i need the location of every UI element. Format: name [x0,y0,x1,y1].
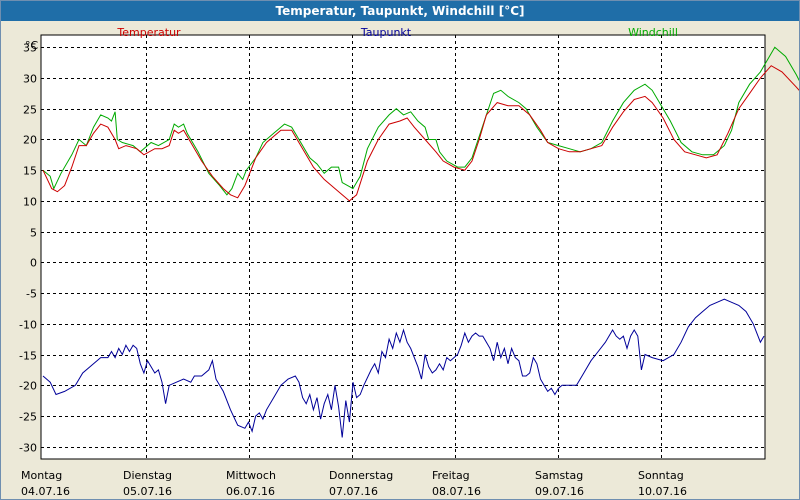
y-tick-label: -25 [19,411,37,424]
legend: Windchill Temperatur Taupunkt [116,26,678,39]
y-tick-label: 5 [30,227,37,240]
grid [41,35,765,459]
series-line-windchill [42,46,799,196]
x-axis: Montag 04.07.16 Dienstag 05.07.16 Mittwoch 06… [21,469,687,498]
x-date-label: 06.07.16 [226,485,275,498]
y-tick-label: -30 [19,442,37,455]
x-date-label: 05.07.16 [123,485,172,498]
legend-temperatur: Temperatur [116,26,181,39]
y-tick-label: 15 [23,165,37,178]
y-tick-label: -10 [19,319,37,332]
y-axis-unit-label: °C [25,39,39,52]
y-tick-label: 30 [23,73,37,86]
window-title: Temperatur, Taupunkt, Windchill [°C] [1,1,799,21]
y-tick-label: -20 [19,380,37,393]
x-date-label: 07.07.16 [329,485,378,498]
y-axis: °C35 30 25 20 15 10 5 0 -5 -10 -15 -20 -25 -30 [19,39,38,455]
y-tick-label: 25 [23,104,37,117]
y-tick-label: 0 [30,257,37,270]
series-group [42,46,799,438]
x-date-label: 08.07.16 [432,485,481,498]
x-day-label: Montag [21,469,62,482]
x-date-label: 10.07.16 [638,485,687,498]
plot-area [40,34,766,460]
x-day-label: Mittwoch [226,469,276,482]
chart: °C35 30 25 20 15 10 5 0 -5 -10 -15 -20 -25 -30 Montag… [19,26,799,498]
legend-taupunkt: Taupunkt [360,26,412,39]
x-day-label: Samstag [535,469,583,482]
y-tick-label: 10 [23,196,37,209]
x-day-label: Freitag [432,469,470,482]
y-tick-label: -15 [19,350,37,363]
x-day-label: Sonntag [638,469,684,482]
x-day-label: Donnerstag [329,469,393,482]
legend-windchill: Windchill [628,26,678,39]
x-date-label: 04.07.16 [21,485,70,498]
y-tick-label: -5 [26,288,37,301]
x-day-label: Dienstag [123,469,172,482]
y-tick-label: 35 [23,42,37,55]
series-line-temperatur [42,65,799,202]
x-date-label: 09.07.16 [535,485,584,498]
series-line-taupunkt [42,298,765,438]
y-tick-label: 20 [23,134,37,147]
